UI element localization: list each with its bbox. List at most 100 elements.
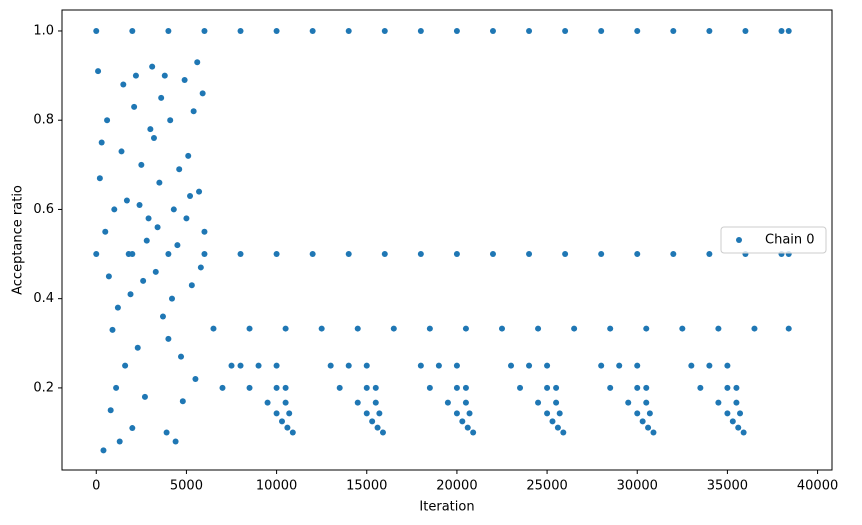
point — [616, 362, 623, 369]
point — [417, 27, 424, 34]
point — [737, 410, 744, 417]
point — [127, 291, 134, 298]
x-tick-label: 25000 — [526, 479, 567, 494]
point — [462, 384, 469, 391]
point — [199, 90, 206, 97]
point — [318, 325, 325, 332]
point — [697, 384, 704, 391]
point — [197, 264, 204, 271]
point — [453, 251, 460, 258]
point — [742, 27, 749, 34]
point — [363, 384, 370, 391]
point — [237, 251, 244, 258]
point — [237, 27, 244, 34]
point — [381, 27, 388, 34]
point — [562, 27, 569, 34]
point — [724, 384, 731, 391]
point — [165, 251, 172, 258]
point — [670, 27, 677, 34]
point — [724, 410, 731, 417]
point — [751, 325, 758, 332]
y-tick-label: 1.0 — [33, 23, 54, 38]
y-tick-label: 0.6 — [33, 202, 54, 217]
point — [188, 282, 195, 289]
point — [544, 362, 551, 369]
point — [201, 228, 208, 235]
point — [273, 362, 280, 369]
point — [284, 424, 291, 431]
point — [369, 418, 376, 425]
x-tick-label: 30000 — [617, 479, 658, 494]
point — [363, 410, 370, 417]
point — [535, 325, 542, 332]
y-axis-label: Acceptance ratio — [11, 185, 26, 295]
legend-label: Chain 0 — [765, 233, 815, 248]
point — [201, 27, 208, 34]
point — [444, 399, 451, 406]
legend-box — [720, 226, 827, 254]
point — [181, 77, 188, 84]
point — [379, 429, 386, 436]
point — [729, 418, 736, 425]
point — [172, 438, 179, 445]
point — [165, 335, 172, 342]
point — [562, 251, 569, 258]
point — [598, 27, 605, 34]
point — [279, 418, 285, 425]
point — [376, 410, 383, 417]
point — [650, 429, 657, 436]
point — [499, 325, 505, 332]
point — [196, 188, 203, 195]
point — [100, 447, 107, 454]
point — [453, 410, 460, 417]
point — [426, 325, 433, 332]
point — [549, 418, 556, 425]
point — [289, 429, 296, 436]
point — [374, 424, 381, 431]
point — [625, 399, 632, 406]
point — [286, 410, 293, 417]
x-tick-label: 20000 — [436, 479, 477, 494]
point — [553, 399, 560, 406]
point — [145, 215, 152, 222]
point — [489, 27, 496, 34]
point — [470, 429, 477, 436]
point — [643, 399, 650, 406]
point — [724, 362, 731, 369]
point — [735, 424, 742, 431]
point — [136, 201, 143, 208]
point — [733, 384, 740, 391]
point — [132, 72, 139, 79]
point — [556, 410, 563, 417]
point — [634, 27, 641, 34]
legend: Chain 0 — [720, 226, 827, 254]
point — [141, 393, 148, 400]
point — [646, 410, 653, 417]
point — [255, 362, 262, 369]
point — [634, 251, 641, 258]
point — [143, 237, 150, 244]
point — [113, 384, 120, 391]
point — [109, 326, 116, 333]
point — [159, 313, 166, 320]
point — [715, 399, 722, 406]
legend-marker — [736, 237, 742, 243]
y-tick-label: 0.2 — [33, 380, 54, 395]
point — [598, 251, 605, 258]
point — [246, 325, 253, 332]
point — [105, 273, 112, 280]
point — [785, 325, 792, 332]
point — [381, 251, 388, 258]
point — [176, 166, 183, 173]
point — [435, 362, 442, 369]
x-tick-label: 15000 — [346, 479, 387, 494]
point — [571, 325, 578, 332]
point — [179, 398, 186, 405]
point — [282, 384, 289, 391]
point — [453, 362, 460, 369]
point — [643, 325, 650, 332]
point — [733, 399, 740, 406]
x-tick-label: 10000 — [256, 479, 297, 494]
point — [535, 399, 542, 406]
point — [645, 424, 652, 431]
